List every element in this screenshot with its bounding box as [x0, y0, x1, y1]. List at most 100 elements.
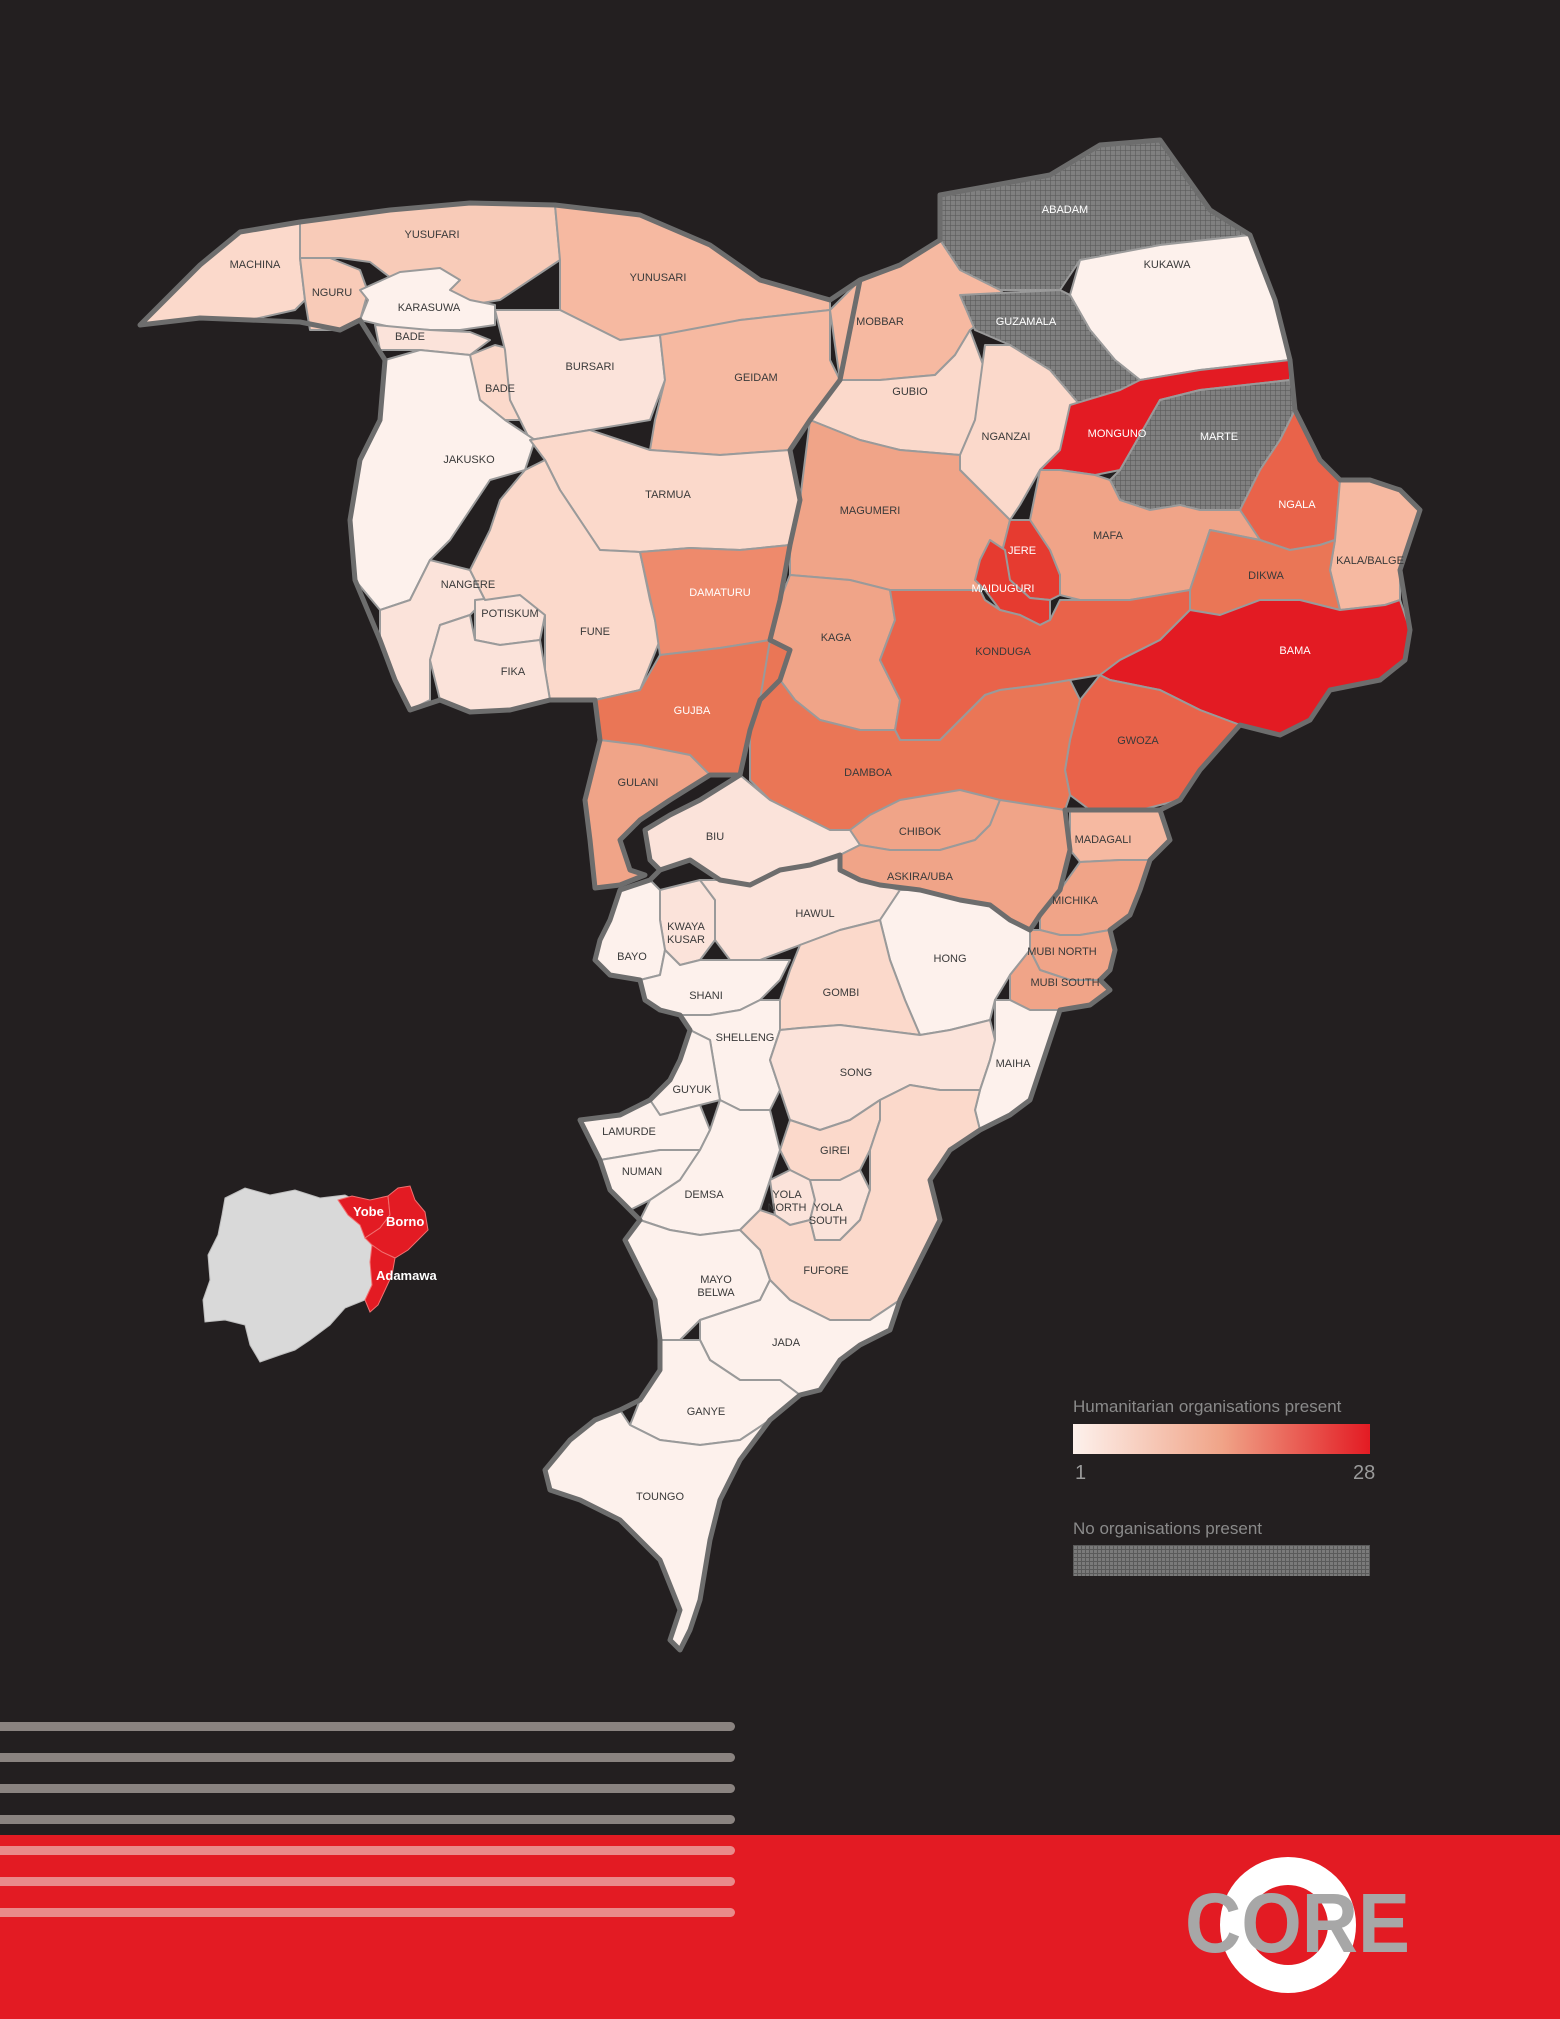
stripe [0, 1815, 735, 1824]
label-geidam: GEIDAM [734, 372, 777, 384]
label-dikwa: DIKWA [1248, 570, 1284, 582]
label-tarmua: TARMUA [645, 489, 691, 501]
legend-no-orgs-title: No organisations present [1073, 1519, 1263, 1538]
label-damboa: DAMBOA [844, 767, 892, 779]
stripe [0, 1722, 735, 1731]
decorative-stripes [0, 1722, 735, 1939]
label-guyuk: GUYUK [672, 1084, 712, 1096]
label-kalabalge: KALA/BALGE [1336, 555, 1404, 567]
label-jere: JERE [1008, 545, 1036, 557]
state-outlines [137, 137, 1423, 1653]
label-mubinorth: MUBI NORTH [1027, 946, 1097, 958]
stripe [0, 1908, 735, 1917]
lga-fika[interactable] [429, 614, 551, 713]
stripe [0, 1753, 735, 1762]
label-chibok: CHIBOK [899, 826, 942, 838]
label-numan: NUMAN [622, 1166, 662, 1178]
label-marte: MARTE [1200, 431, 1238, 443]
core-logo: CORE [1185, 1857, 1410, 1993]
stripe [0, 1784, 735, 1793]
label-toungo: TOUNGO [636, 1491, 685, 1503]
label-fufore: FUFORE [803, 1265, 848, 1277]
legend-gradient-bar [1073, 1424, 1370, 1454]
lga-bade[interactable] [374, 324, 491, 356]
state-outline-yobe [137, 200, 863, 891]
label-monguno: MONGUNO [1088, 428, 1147, 440]
label-machina: MACHINA [230, 259, 281, 271]
lga-bursari[interactable] [494, 309, 666, 441]
label-nguru: NGURU [312, 287, 352, 299]
inset-state-adamawa [364, 1244, 396, 1313]
inset-label-adamawa: Adamawa [376, 1268, 437, 1283]
label-kukawa: KUKAWA [1144, 259, 1192, 271]
label-maiduguri: MAIDUGURI [972, 583, 1035, 595]
label-lamurde: LAMURDE [602, 1126, 656, 1138]
label-maiha: MAIHA [996, 1058, 1032, 1070]
label-guzamala: GUZAMALA [996, 316, 1057, 328]
inset-label-borno: Borno [386, 1214, 424, 1229]
inset-nigeria-country [202, 1187, 379, 1363]
label-gwoza: GWOZA [1117, 735, 1159, 747]
legend-gradient-title: Humanitarian organisations present [1073, 1397, 1342, 1416]
label-askirauba: ASKIRA/UBA [887, 871, 954, 883]
label-gujba: GUJBA [674, 705, 711, 717]
label-bade: BADE [395, 331, 425, 343]
label-song: SONG [840, 1067, 872, 1079]
label-gombi: GOMBI [823, 987, 860, 999]
label-yolanorth: YOLA NORTH [768, 1189, 807, 1214]
label-mafa: MAFA [1093, 530, 1124, 542]
label-gubio: GUBIO [892, 386, 928, 398]
label-abadam: ABADAM [1042, 204, 1088, 216]
legend-no-orgs-swatch [1073, 1545, 1370, 1576]
lga-machina[interactable] [139, 221, 306, 326]
label-gulani: GULANI [618, 777, 659, 789]
lga-karasuwa[interactable] [359, 267, 496, 331]
label-nangere: NANGERE [441, 579, 495, 591]
label-kwayakusar: KWAYA KUSAR [667, 921, 705, 946]
lga-damaturu[interactable] [639, 544, 791, 656]
label-ngala: NGALA [1278, 499, 1316, 511]
inset-state-borno [364, 1185, 429, 1259]
label-hawul: HAWUL [795, 908, 834, 920]
inset-label-yobe: Yobe [353, 1204, 384, 1219]
label-mobbar: MOBBAR [856, 316, 904, 328]
label-yolasouth: YOLA SOUTH [809, 1202, 848, 1227]
label-mayobelwa: MAYO BELWA [697, 1274, 735, 1299]
label-fune: FUNE [580, 626, 610, 638]
label-bama: BAMA [1279, 645, 1311, 657]
state-outline-borno [642, 137, 1423, 933]
label-konduga: KONDUGA [975, 646, 1031, 658]
state-outline-adamawa [542, 809, 1173, 1653]
label-ganye: GANYE [687, 1406, 726, 1418]
nigeria-inset-map: Yobe Borno Adamawa [202, 1185, 437, 1363]
label-shani: SHANI [689, 990, 723, 1002]
label-jada: JADA [772, 1337, 801, 1349]
logo-text: CORE [1185, 1876, 1410, 1970]
label-yusufari: YUSUFARI [404, 229, 459, 241]
label-michika: MICHIKA [1052, 895, 1099, 907]
label-fika: FIKA [501, 666, 526, 678]
legend-min-value: 1 [1075, 1462, 1087, 1484]
label-girei: GIREI [820, 1145, 850, 1157]
label-shelleng: SHELLENG [716, 1032, 775, 1044]
label-demsa: DEMSA [684, 1189, 724, 1201]
lga-girei[interactable] [779, 1099, 881, 1181]
label-potiskum: POTISKUM [481, 608, 538, 620]
label-yunusari: YUNUSARI [630, 272, 687, 284]
label-magumeri: MAGUMERI [840, 505, 901, 517]
label-mubisouth: MUBI SOUTH [1030, 977, 1099, 989]
label-hong: HONG [934, 953, 967, 965]
label-nganzai: NGANZAI [982, 431, 1031, 443]
label-karasuwa: KARASUWA [398, 302, 461, 314]
label-biu: BIU [706, 831, 724, 843]
label-madagali: MADAGALI [1075, 834, 1132, 846]
label-bursari: BURSARI [566, 361, 615, 373]
label-kaga: KAGA [821, 632, 852, 644]
label-jakusko: JAKUSKO [443, 454, 495, 466]
label-bade2: BADE [485, 383, 515, 395]
lga-toungo[interactable] [544, 1409, 771, 1651]
stripe [0, 1846, 735, 1855]
label-bayo: BAYO [617, 951, 647, 963]
legend-max-value: 28 [1353, 1462, 1376, 1484]
